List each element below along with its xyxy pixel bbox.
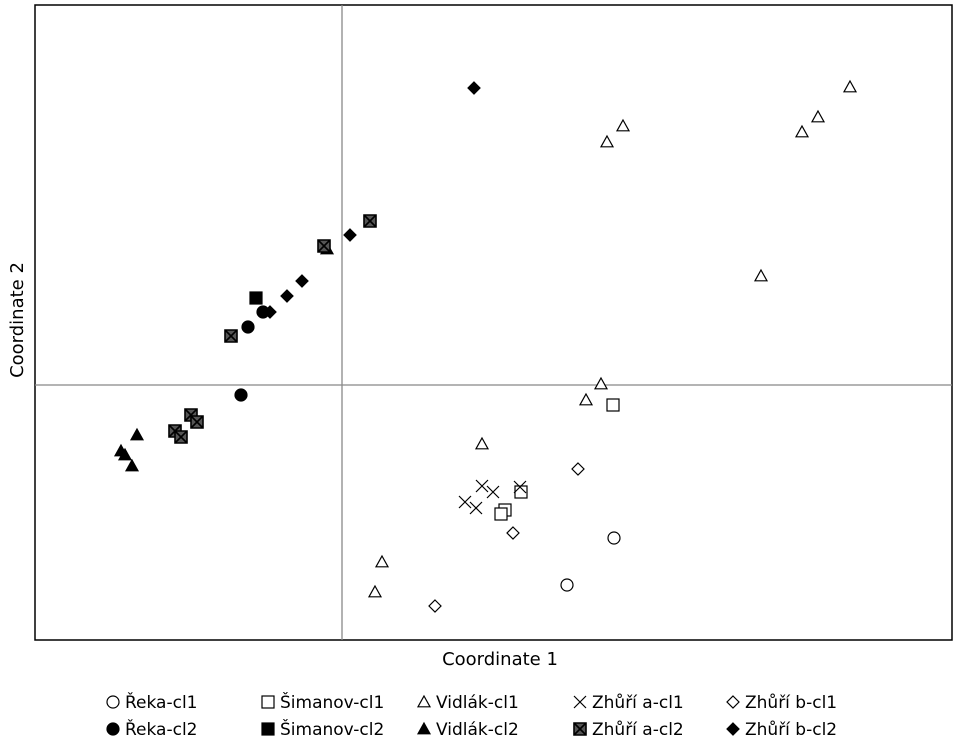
point	[367, 584, 383, 598]
x-axis-label: Coordinate 1	[442, 649, 558, 670]
point	[475, 479, 489, 493]
point	[469, 501, 483, 515]
point	[263, 305, 277, 319]
point	[486, 485, 500, 499]
point	[842, 79, 858, 93]
point	[607, 531, 621, 545]
point	[615, 118, 631, 132]
legend-marker	[573, 695, 587, 709]
point	[599, 134, 615, 148]
point	[363, 214, 377, 228]
point	[513, 480, 527, 494]
point	[234, 388, 248, 402]
point	[571, 462, 585, 476]
legend-marker	[416, 694, 432, 708]
legend-label: Šimanov-cl2	[280, 718, 384, 740]
point	[467, 81, 481, 95]
point	[606, 398, 620, 412]
point	[174, 430, 188, 444]
point	[458, 495, 472, 509]
point	[474, 436, 490, 450]
point	[374, 554, 390, 568]
point	[794, 124, 810, 138]
legend-label: Zhůří b-cl1	[745, 693, 837, 713]
legend-label: Zhůří a-cl1	[592, 693, 684, 713]
legend-label: Šimanov-cl1	[280, 691, 384, 713]
point	[593, 376, 609, 390]
legend-marker	[726, 695, 740, 709]
point	[295, 274, 309, 288]
point	[753, 268, 769, 282]
point	[506, 526, 520, 540]
point	[810, 109, 826, 123]
legend-marker	[416, 721, 432, 735]
legend-label: Zhůří a-cl2	[592, 720, 684, 740]
point	[241, 320, 255, 334]
y-axis-label: Coordinate 2	[7, 262, 28, 378]
point	[190, 415, 204, 429]
point	[280, 289, 294, 303]
legend-label: Vidlák-cl1	[436, 693, 519, 713]
point	[578, 392, 594, 406]
legend-marker	[106, 695, 120, 709]
point	[560, 578, 574, 592]
legend-label: Vidlák-cl2	[436, 720, 519, 740]
point	[428, 599, 442, 613]
legend-marker	[106, 722, 120, 736]
legend-label: Řeka-cl1	[125, 691, 198, 713]
legend-marker	[726, 722, 740, 736]
legend-label: Řeka-cl2	[125, 718, 198, 740]
point	[129, 427, 145, 441]
point	[124, 458, 140, 472]
point	[117, 447, 133, 461]
point	[249, 291, 263, 305]
legend-marker	[261, 695, 275, 709]
legend-marker	[261, 722, 275, 736]
point	[343, 228, 357, 242]
plot-frame	[34, 4, 953, 641]
point	[494, 507, 508, 521]
legend-marker	[573, 722, 587, 736]
legend-label: Zhůří b-cl2	[745, 720, 837, 740]
point	[317, 239, 331, 253]
point	[224, 329, 238, 343]
